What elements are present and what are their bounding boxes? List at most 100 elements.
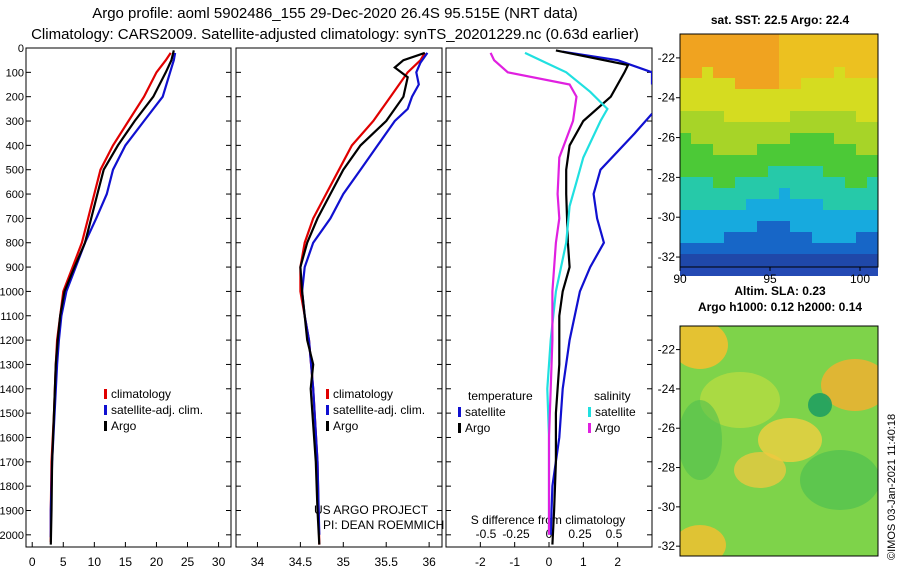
sst-tile (746, 155, 757, 166)
sst-tile (845, 254, 856, 265)
sst-tile (856, 67, 867, 78)
series-line-argo (299, 51, 426, 545)
sst-tile (691, 34, 702, 45)
legend-group-title: temperature (468, 389, 533, 403)
sst-tile (834, 78, 845, 89)
depth-tick-label: 1700 (0, 457, 24, 469)
sst-tile (691, 45, 702, 56)
sst-tile (691, 144, 702, 155)
sst-tile (768, 221, 779, 232)
sst-tile (823, 254, 834, 265)
credit-project: US ARGO PROJECT (314, 503, 429, 517)
sst-tile (768, 78, 779, 89)
sst-tile (691, 100, 702, 111)
legend-label: Argo (465, 421, 491, 435)
sst-tile (724, 133, 735, 144)
sst-tile (724, 89, 735, 100)
sst-tile (779, 265, 790, 276)
legend-label: satellite (465, 405, 506, 419)
sst-tile (867, 34, 878, 45)
sst-tile (702, 155, 713, 166)
sst-tile (867, 67, 878, 78)
sst-tile (746, 100, 757, 111)
sst-tile (790, 155, 801, 166)
sst-tile (779, 199, 790, 210)
sst-tile (724, 144, 735, 155)
sst-tile (713, 100, 724, 111)
sst-tile (812, 111, 823, 122)
sst-tile (713, 243, 724, 254)
sst-tile (680, 199, 691, 210)
depth-tick-label: 1000 (0, 286, 24, 298)
sst-tile (856, 188, 867, 199)
x-tick-label: 0 (29, 555, 36, 569)
sst-tile (746, 144, 757, 155)
sla-map-title-2: Argo h1000: 0.12 h2000: 0.14 (697, 300, 863, 314)
sst-tile (823, 166, 834, 177)
sla-low (680, 400, 722, 480)
series-line-argo (49, 50, 175, 545)
sst-tile (680, 111, 691, 122)
sst-tile (812, 210, 823, 221)
sst-tile (691, 89, 702, 100)
credit-pi: PI: DEAN ROEMMICH (323, 518, 445, 532)
sst-tile (691, 56, 702, 67)
map-tick-label: -30 (658, 500, 676, 514)
sst-tile (735, 78, 746, 89)
sst-tile (834, 100, 845, 111)
sst-tile (834, 199, 845, 210)
sst-tile (834, 67, 845, 78)
x-tick-label: 34.5 (289, 555, 313, 569)
sst-tile (735, 243, 746, 254)
sst-tile (801, 199, 812, 210)
sst-tile (768, 122, 779, 133)
sst-tile (779, 89, 790, 100)
sst-tile (713, 210, 724, 221)
depth-tick-label: 500 (6, 165, 24, 177)
sst-tile (812, 78, 823, 89)
sst-tile (801, 232, 812, 243)
series-line-climatology (299, 52, 426, 545)
sst-tile (823, 221, 834, 232)
sst-tile (834, 188, 845, 199)
sst-tile (768, 155, 779, 166)
depth-tick-label: 1500 (0, 408, 24, 420)
sst-tile (823, 155, 834, 166)
sla-high (680, 525, 726, 556)
depth-tick-label: 1200 (0, 335, 24, 347)
depth-tick-label: 800 (6, 238, 24, 250)
sst-tile (702, 177, 713, 188)
series-line-satellite-adj-clim- (300, 52, 429, 535)
sst-tile (823, 232, 834, 243)
sst-tile (713, 221, 724, 232)
sst-tile (845, 221, 856, 232)
sst-tile (812, 221, 823, 232)
map-tick-label: -32 (658, 539, 676, 553)
sst-tile (834, 45, 845, 56)
sst-tile (702, 232, 713, 243)
sst-tile (757, 133, 768, 144)
sst-tile (702, 188, 713, 199)
series-line-temperature-satellite-deep- (549, 112, 652, 535)
map-tick-label: 95 (763, 272, 777, 286)
sst-tile (856, 221, 867, 232)
sst-tile (724, 45, 735, 56)
legend-swatch (326, 389, 329, 399)
sst-tile (713, 166, 724, 177)
sst-tile (812, 254, 823, 265)
title-line-2: Climatology: CARS2009. Satellite-adjuste… (31, 26, 639, 43)
sst-tile (768, 243, 779, 254)
sst-tile (702, 45, 713, 56)
sst-tile (801, 177, 812, 188)
sst-tile (702, 89, 713, 100)
sst-tile (779, 78, 790, 89)
sst-tile (680, 89, 691, 100)
sst-tile (801, 100, 812, 111)
depth-tick-label: 0 (18, 43, 24, 55)
x-tick-label: 34 (251, 555, 265, 569)
sst-tile (823, 265, 834, 276)
depth-tick-label: 1800 (0, 481, 24, 493)
sst-tile (691, 67, 702, 78)
sst-tile (768, 100, 779, 111)
legend-label: Argo (111, 419, 137, 433)
